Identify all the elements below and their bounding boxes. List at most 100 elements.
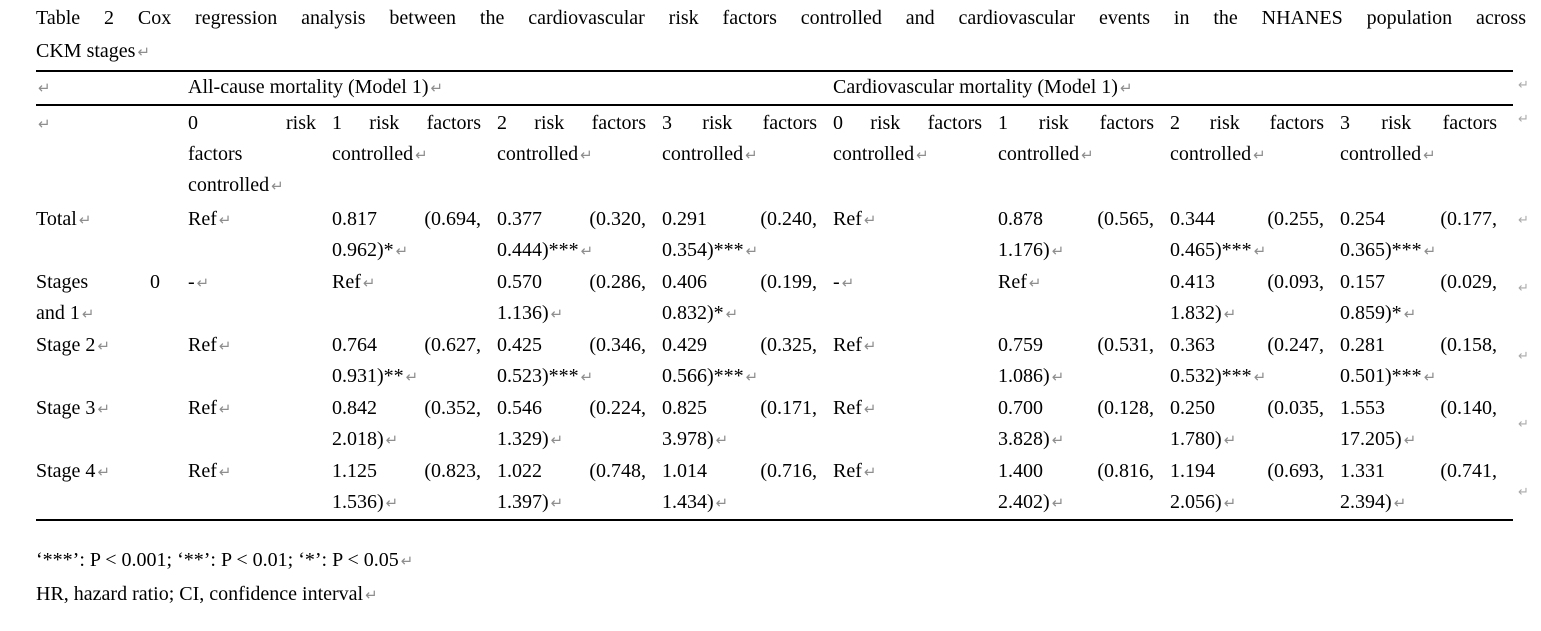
cell-text: 0.444)***	[497, 239, 579, 261]
cell-text: 0.817 (0.694,	[332, 208, 481, 230]
column-header-cell: 0 risk factors controlled ↵	[188, 105, 332, 204]
paragraph-mark-icon: ↵	[218, 463, 232, 481]
cell-line: 1.022 (0.748,	[497, 456, 646, 487]
cell-line: 1.400 (0.816,	[998, 456, 1154, 487]
cell-line: Stage 4 ↵	[36, 456, 160, 488]
cell-text: 1.194 (0.693,	[1170, 460, 1325, 482]
cell-line: Ref ↵	[188, 456, 316, 488]
cell-line: 1.329) ↵	[497, 424, 646, 456]
paragraph-mark-icon: ↵	[1081, 146, 1094, 164]
cell-text: 1 risk factors	[998, 112, 1155, 134]
footnote-significance: ‘***’: P < 0.001; ‘**’: P < 0.01; ‘*’: P…	[36, 545, 413, 576]
cell-line: 3.828) ↵	[998, 424, 1154, 456]
data-cell: Ref ↵	[833, 330, 998, 393]
cell-line: 0.523)*** ↵	[497, 361, 646, 393]
paragraph-mark-icon: ↵	[137, 43, 151, 61]
cell-line: Stage 2 ↵	[36, 330, 160, 362]
cell-line: 1.125 (0.823,	[332, 456, 481, 487]
data-cell: 0.157 (0.029, 0.859)* ↵	[1340, 267, 1513, 330]
cell-text: -	[833, 271, 840, 293]
cell-line: 2.018) ↵	[332, 424, 481, 456]
cell-line: 0.254 (0.177,	[1340, 204, 1497, 235]
cell-text: 0.931)**	[332, 365, 404, 387]
cell-line: 0.817 (0.694,	[332, 204, 481, 235]
column-header-row: ↵ 0 risk factors controlled ↵ 1 risk factors…	[36, 105, 1513, 204]
paragraph-mark-icon: ↵	[385, 431, 399, 449]
cell-text: 1.780)	[1170, 428, 1222, 450]
cell-text: 0.413 (0.093,	[1170, 271, 1325, 293]
cell-text: 0.465)***	[1170, 239, 1252, 261]
cell-text: 0.344 (0.255,	[1170, 208, 1325, 230]
data-cell: 0.759 (0.531, 1.086) ↵	[998, 330, 1170, 393]
data-cell: 1.014 (0.716, 1.434) ↵	[662, 456, 833, 520]
paragraph-mark-icon: ↵	[1051, 431, 1065, 449]
data-cell: - ↵	[833, 267, 998, 330]
row-end-mark-icon: ↵	[1518, 78, 1529, 93]
data-cell: 0.406 (0.199, 0.832)* ↵	[662, 267, 833, 330]
cell-line: 3 risk factors	[1340, 108, 1497, 139]
cell-line: controlled ↵	[332, 139, 481, 171]
cell-line: 2.402) ↵	[998, 487, 1154, 519]
paragraph-mark-icon: ↵	[580, 146, 593, 164]
cell-line: 1.136) ↵	[497, 298, 646, 330]
paragraph-mark-icon: ↵	[97, 337, 111, 355]
caption-line: CKM stages ↵	[36, 35, 1526, 69]
data-cell: 0.570 (0.286, 1.136) ↵	[497, 267, 662, 330]
group-header-label: All-cause mortality (Model 1)	[188, 76, 429, 98]
paragraph-mark-icon: ↵	[385, 494, 399, 512]
cell-text: 1.832)	[1170, 302, 1222, 324]
data-cell: 0.817 (0.694, 0.962)* ↵	[332, 204, 497, 267]
paragraph-mark-icon: ↵	[863, 400, 877, 418]
cell-text: controlled	[998, 143, 1080, 165]
cell-text: 2.018)	[332, 428, 384, 450]
paragraph-mark-icon: ↵	[745, 146, 758, 164]
cell-text: Ref	[833, 460, 862, 482]
paragraph-mark-icon: ↵	[715, 494, 729, 512]
paragraph-mark-icon: ↵	[863, 463, 877, 481]
row-label-cell: Stage 4 ↵	[36, 456, 188, 520]
cell-text: Ref	[998, 271, 1027, 293]
data-cell: Ref ↵	[188, 456, 332, 520]
cell-line: 0.157 (0.029,	[1340, 267, 1497, 298]
cell-line: 0.429 (0.325,	[662, 330, 817, 361]
paragraph-mark-icon: ↵	[1028, 274, 1042, 292]
cell-text: 0.281 (0.158,	[1340, 334, 1498, 356]
paragraph-mark-icon: ↵	[218, 337, 232, 355]
cell-text: 0.157 (0.029,	[1340, 271, 1498, 293]
cell-line: controlled ↵	[1170, 139, 1324, 171]
table-row: Stage 4 ↵ Ref ↵ 1.125 (0.823, 1.536) ↵ 1.022 (0…	[36, 456, 1513, 520]
data-cell: Ref ↵	[833, 204, 998, 267]
data-cell: Ref ↵	[188, 393, 332, 456]
paragraph-mark-icon: ↵	[218, 400, 232, 418]
data-cell: 0.429 (0.325, 0.566)*** ↵	[662, 330, 833, 393]
row-end-mark-icon: ↵	[1518, 213, 1529, 228]
data-cell: 0.363 (0.247, 0.532)*** ↵	[1170, 330, 1340, 393]
data-cell: Ref ↵	[833, 456, 998, 520]
paragraph-mark-icon: ↵	[550, 305, 564, 323]
cell-text: controlled	[188, 174, 270, 196]
paragraph-mark-icon: ↵	[841, 274, 855, 292]
cell-text: 2.394)	[1340, 491, 1392, 513]
data-cell: 1.331 (0.741, 2.394) ↵	[1340, 456, 1513, 520]
cell-text: 0.406 (0.199,	[662, 271, 818, 293]
paragraph-mark-icon: ↵	[362, 274, 376, 292]
cell-text: and 1	[36, 302, 80, 324]
data-cell: 0.254 (0.177, 0.365)*** ↵	[1340, 204, 1513, 267]
data-cell: 0.377 (0.320, 0.444)*** ↵	[497, 204, 662, 267]
paragraph-mark-icon: ↵	[218, 211, 232, 229]
cell-line: 0.406 (0.199,	[662, 267, 817, 298]
cell-text: -	[188, 271, 195, 293]
cell-text: controlled	[833, 143, 915, 165]
paragraph-mark-icon: ↵	[863, 337, 877, 355]
caption-line: Table 2 Cox regression analysis between …	[36, 2, 1526, 35]
cell-text: Stages 0	[36, 271, 160, 293]
paragraph-mark-icon: ↵	[916, 146, 929, 164]
cell-line: 0.444)*** ↵	[497, 235, 646, 267]
cell-line: 0.363 (0.247,	[1170, 330, 1324, 361]
row-label-cell: Stages 0 and 1 ↵	[36, 267, 188, 330]
cell-line: 0.570 (0.286,	[497, 267, 646, 298]
cell-text: 0.429 (0.325,	[662, 334, 818, 356]
paragraph-mark-icon: ↵	[715, 431, 729, 449]
paragraph-mark-icon: ↵	[1223, 305, 1237, 323]
